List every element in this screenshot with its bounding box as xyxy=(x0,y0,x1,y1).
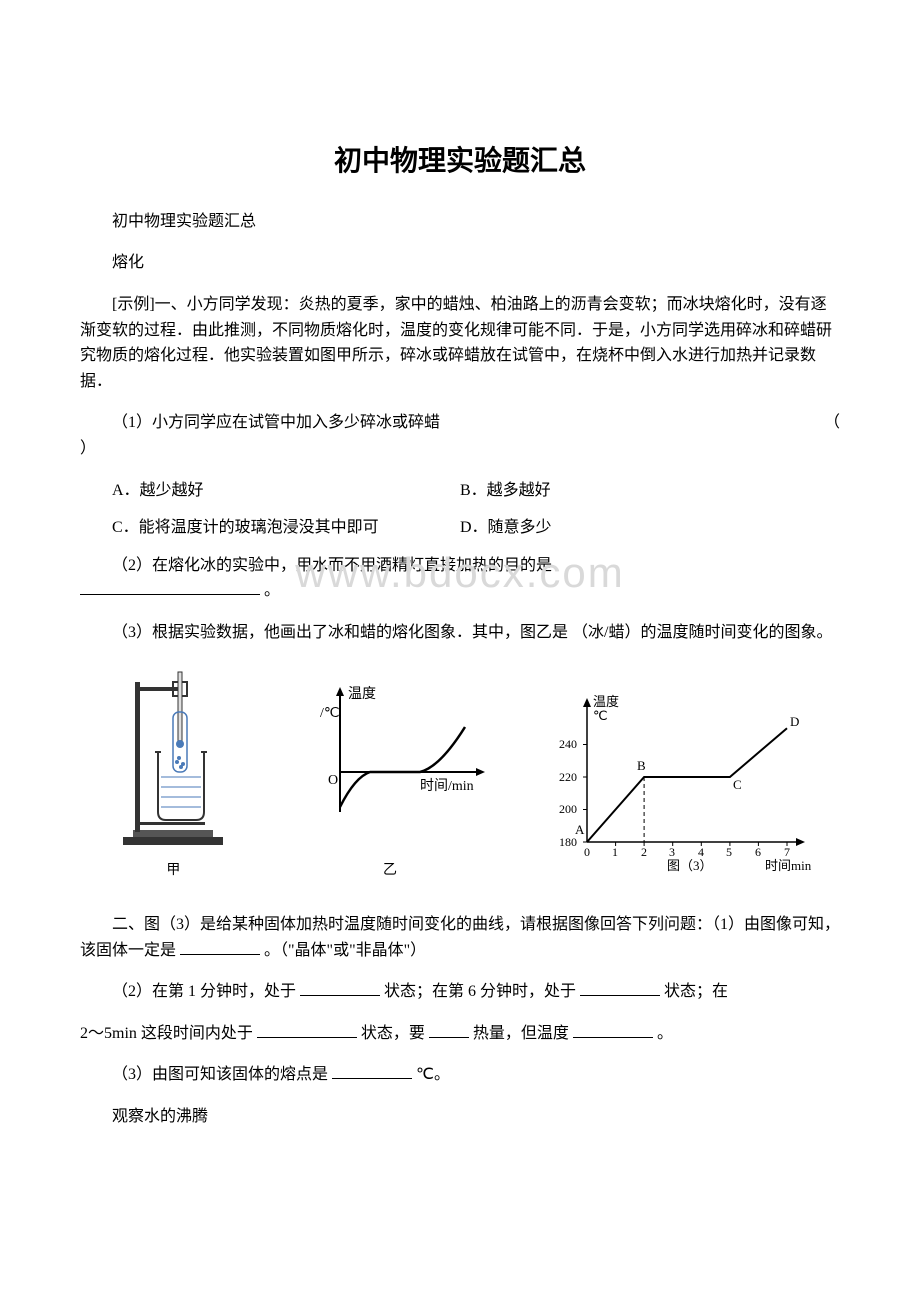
p2q3-blank xyxy=(332,1063,412,1079)
section-heading-melting: 熔化 xyxy=(80,250,840,276)
svg-text:180: 180 xyxy=(559,835,577,849)
part2-q2: （2）在第 1 分钟时，处于 状态；在第 6 分钟时，处于 状态；在 xyxy=(80,979,840,1005)
q2-text: （2）在熔化冰的实验中，用水而不用酒精灯直接加热的目的是 xyxy=(112,557,552,574)
apparatus-icon xyxy=(103,662,243,852)
part2-q3: （3）由图可知该固体的熔点是 ℃。 xyxy=(80,1062,840,1088)
part2-q1: 二、图（3）是给某种固体加热时温度随时间变化的曲线，请根据图像回答下列问题：（1… xyxy=(80,912,840,963)
p2q2-l2c: 热量，但温度 xyxy=(473,1025,569,1042)
yi-origin: O xyxy=(328,773,338,788)
question-1-stem: （1）小方同学应在试管中加入多少碎冰或碎蜡 （ ） xyxy=(80,410,840,461)
p2q2-l2a: 2～5min 这段时间内处于 xyxy=(80,1025,253,1042)
svg-text:7: 7 xyxy=(784,845,790,859)
choice-row-2: C．能将温度计的玻璃泡浸没其中即可 D．随意多少 xyxy=(80,515,840,541)
choice-c: C．能将温度计的玻璃泡浸没其中即可 xyxy=(80,515,460,541)
p2q2-b: 状态；在第 6 分钟时，处于 xyxy=(384,983,576,1000)
q2-blank xyxy=(80,579,260,595)
figure-yi-label: 乙 xyxy=(383,860,397,882)
yi-xlabel: 时间/min xyxy=(420,778,474,794)
svg-text:240: 240 xyxy=(559,737,577,751)
subtitle: 初中物理实验题汇总 xyxy=(80,209,840,235)
svg-text:C: C xyxy=(733,777,742,792)
p2q2-l2d: 。 xyxy=(657,1025,673,1042)
svg-text:A: A xyxy=(575,822,585,837)
p2q2-blank1 xyxy=(300,980,380,996)
svg-text:0: 0 xyxy=(584,845,590,859)
part-2: 二、图（3）是给某种固体加热时温度随时间变化的曲线，请根据图像回答下列问题：（1… xyxy=(80,912,840,1130)
svg-text:1: 1 xyxy=(612,845,618,859)
figure-yi: 温度 /℃ O 时间/min 乙 xyxy=(290,682,490,882)
svg-text:4: 4 xyxy=(698,845,704,859)
figure-3: 180 200 220 240 0 1 2 3 4 5 6 7 温度 ℃ 时间m… xyxy=(537,692,817,882)
figure-jia: 甲 xyxy=(103,662,243,882)
yi-ylabel-bottom: /℃ xyxy=(320,706,340,721)
part2-q1-blank xyxy=(180,939,260,955)
p2q3-b: ℃。 xyxy=(416,1066,450,1083)
choice-a: A．越少越好 xyxy=(80,478,460,504)
p2q2-a: （2）在第 1 分钟时，处于 xyxy=(112,983,296,1000)
part2-intro-end: 。（"晶体"或"非晶体"） xyxy=(264,942,426,959)
choice-d: D．随意多少 xyxy=(460,515,840,541)
q1-bracket-close: ） xyxy=(80,436,840,462)
svg-text:6: 6 xyxy=(755,845,761,859)
page-title: 初中物理实验题汇总 xyxy=(80,140,840,185)
section-heading-boiling: 观察水的沸腾 xyxy=(80,1104,840,1130)
p2q2-l2b: 状态，要 xyxy=(361,1025,425,1042)
p2q2-blank3 xyxy=(257,1022,357,1038)
p2q2-blank2 xyxy=(580,980,660,996)
yi-ylabel-top: 温度 xyxy=(348,686,376,702)
q2-end: 。 xyxy=(264,582,280,599)
svg-text:℃: ℃ xyxy=(593,708,608,723)
q1-text: （1）小方同学应在试管中加入多少碎冰或碎蜡 xyxy=(112,414,440,431)
svg-text:D: D xyxy=(790,714,799,729)
svg-text:5: 5 xyxy=(726,845,732,859)
p2q2-blank5 xyxy=(573,1022,653,1038)
figure-jia-label: 甲 xyxy=(166,860,180,882)
p2q3-a: （3）由图可知该固体的熔点是 xyxy=(112,1066,328,1083)
graph-3-icon: 180 200 220 240 0 1 2 3 4 5 6 7 温度 ℃ 时间m… xyxy=(537,692,817,882)
p2q2-blank4 xyxy=(429,1022,469,1038)
svg-text:时间min: 时间min xyxy=(765,858,812,873)
example-intro: [示例]一、小方同学发现：炎热的夏季，家中的蜡烛、柏油路上的沥青会变软；而冰块熔… xyxy=(80,292,840,394)
figures-row: 甲 温度 /℃ O 时间/min 乙 xyxy=(80,662,840,882)
svg-text:220: 220 xyxy=(559,770,577,784)
svg-text:温度: 温度 xyxy=(593,694,619,709)
part2-q2-line2: 2～5min 这段时间内处于 状态，要 热量，但温度 。 xyxy=(80,1021,840,1047)
graph-yi-icon: 温度 /℃ O 时间/min xyxy=(290,682,490,852)
question-3: （3）根据实验数据，他画出了冰和蜡的熔化图象．其中，图乙是 （冰/蜡）的温度随时… xyxy=(80,620,840,646)
p2q2-c: 状态；在 xyxy=(664,983,728,1000)
svg-text:图（3）: 图（3） xyxy=(667,858,713,873)
choice-row-1: A．越少越好 B．越多越好 xyxy=(80,478,840,504)
question-2: （2）在熔化冰的实验中，用水而不用酒精灯直接加热的目的是 。 xyxy=(80,553,840,604)
choice-b: B．越多越好 xyxy=(460,478,840,504)
svg-text:200: 200 xyxy=(559,802,577,816)
svg-text:3: 3 xyxy=(669,845,675,859)
q1-bracket-open: （ xyxy=(792,410,840,436)
svg-text:B: B xyxy=(637,758,646,773)
svg-text:2: 2 xyxy=(641,845,647,859)
